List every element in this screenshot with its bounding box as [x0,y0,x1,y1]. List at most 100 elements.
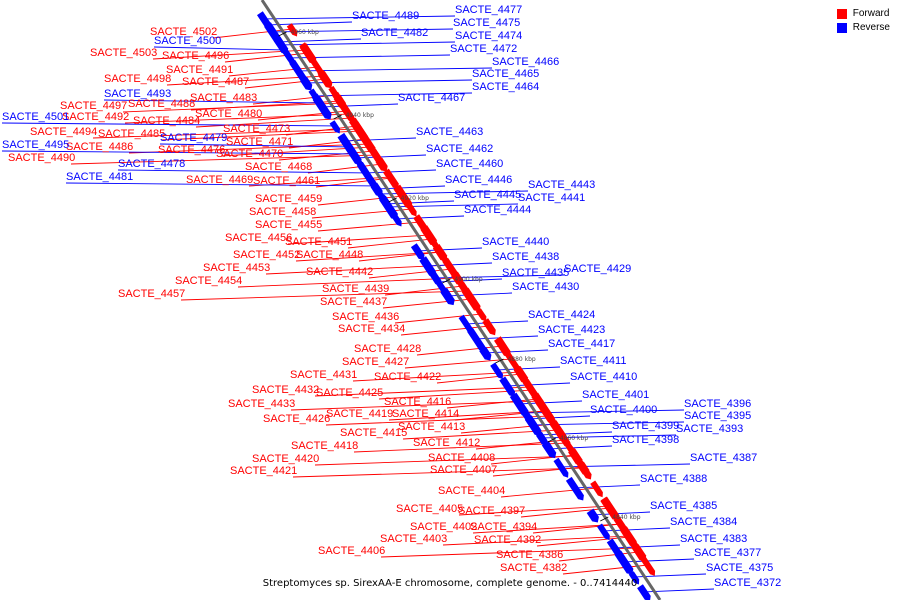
leader-line [388,410,546,421]
gene-label: SACTE_4382 [500,562,567,574]
gene-label: SACTE_4407 [430,464,497,476]
leader-line [290,400,539,411]
gene-label: SACTE_4404 [438,485,505,497]
leader-line [558,551,640,562]
leader-line [442,535,629,546]
gene-label: SACTE_4427 [342,356,409,368]
gene-label: SACTE_4488 [128,98,195,110]
gene-label: SACTE_4425 [316,387,383,399]
gene-glyph [318,71,333,89]
gene-label: SACTE_4405 [396,503,463,515]
gene-glyph [461,287,481,312]
gene-label: SACTE_4478 [118,158,185,170]
gene-label: SACTE_4490 [8,152,75,164]
leader-line [520,507,610,518]
legend-reverse-label: Reverse [852,22,890,33]
scale-tick-mark [442,278,451,284]
leader-line [378,389,532,400]
gene-label: SACTE_4468 [245,161,312,173]
gene-glyph [467,327,486,352]
leader-line [117,169,366,174]
gene-label: SACTE_4500 [154,35,221,47]
gene-glyph [406,203,417,217]
leader-line [244,78,326,89]
gene-label: SACTE_4475 [453,17,520,29]
leader-line [195,117,352,128]
leader-line [325,415,549,426]
gene-label: SACTE_4377 [694,547,761,559]
gene-label: SACTE_4455 [255,219,322,231]
leader-line [525,409,685,414]
gene-label: SACTE_4399 [612,420,679,432]
gene-label: SACTE_4462 [426,143,493,155]
gene-glyph [273,36,289,55]
gene-glyph [553,457,569,478]
leader-line [306,79,473,84]
scale-tick-label: 4920 kbp [401,195,429,202]
gene-label: SACTE_4461 [253,175,320,187]
gene-label: SACTE_4481 [66,171,133,183]
gene-glyph [379,195,398,220]
gene-label: SACTE_4463 [416,126,483,138]
gene-label: SACTE_4483 [190,92,257,104]
gene-label: SACTE_4453 [203,262,270,274]
gene-glyph [559,433,571,448]
gene-glyph [597,523,610,541]
leader-line [292,467,584,478]
scale-tick-mark [547,437,557,443]
gene-glyph [502,348,520,372]
gene-label: SACTE_4431 [290,369,357,381]
gene-label: SACTE_4474 [455,30,522,42]
gene-label: SACTE_4441 [518,192,585,204]
leader-line [212,28,293,39]
gene-glyph [600,496,620,521]
gene-label: SACTE_4465 [472,68,539,80]
legend-forward-label: Forward [852,8,890,19]
gene-label: SACTE_4420 [252,453,319,465]
gene-label: SACTE_4491 [166,64,233,76]
gene-glyph [475,308,487,322]
gene-glyph [628,571,640,585]
gene-label: SACTE_4438 [492,251,559,263]
gene-label: SACTE_4415 [340,427,407,439]
gene-label: SACTE_4372 [714,577,781,589]
leader-line [436,373,521,384]
legend: Forward Reverse [836,8,890,36]
legend-reverse: Reverse [836,22,890,33]
leader-line [458,505,609,516]
gene-label: SACTE_4473 [223,123,290,135]
leader-line [279,38,362,43]
gene-label: SACTE_4424 [528,309,595,321]
leader-line [475,439,565,450]
gene-glyph [393,184,413,209]
gene-glyph [429,271,442,286]
leader-line [287,234,429,245]
leader-line [404,358,511,369]
gene-glyph [640,555,656,576]
gene-label: SACTE_4460 [436,158,503,170]
gene-label: SACTE_4502 [150,26,217,38]
gene-label: SACTE_4410 [570,371,637,383]
gene-glyph [391,213,402,227]
leader-line [166,75,324,86]
leader-line [257,110,347,121]
scale-ticks: 4960 kbp 4940 kbp 4920 kbp 4900 kbp 4880 kbp… [278,29,641,522]
gene-label: SACTE_4496 [162,50,229,62]
leader-line [536,536,630,547]
gene-label: SACTE_4489 [352,10,419,22]
gene-label: SACTE_4429 [564,263,631,275]
gene-glyph [577,461,590,476]
leader-line [289,54,451,59]
gene-glyph [300,76,313,91]
gene-label: SACTE_4498 [104,73,171,85]
gene-glyph [422,228,440,252]
gene-glyph [440,287,455,306]
leader-line [358,251,441,262]
gene-label: SACTE_4412 [413,437,480,449]
leader-line [124,113,349,124]
gene-label: SACTE_4403 [380,533,447,545]
gene-label: SACTE_4419 [326,408,393,420]
gene-glyph [458,314,474,335]
gene-glyph [490,362,503,380]
gene-label: SACTE_4479 [160,132,227,144]
